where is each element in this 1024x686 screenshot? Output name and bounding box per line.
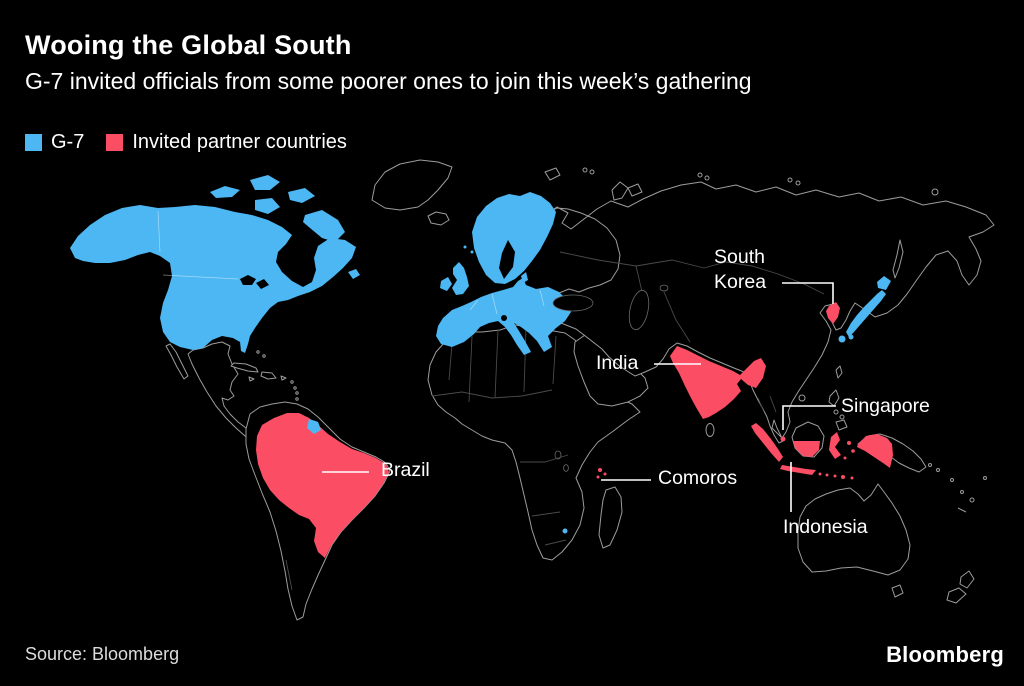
map-label-south-korea: South Korea [714,246,767,293]
region-tasmania [891,584,904,598]
invited-color-swatch [106,134,124,151]
region-greenland [371,159,453,211]
region-comoros-dot [598,468,602,472]
region-sulawesi [829,432,841,459]
region-hispaniola [260,371,277,380]
leader-singapore [782,405,836,430]
bloomberg-logo: Bloomberg [886,642,1004,667]
region-iceland [427,211,450,226]
source-credit: Source: Bloomberg [25,644,180,664]
legend: G-7 Invited partner countries [25,131,347,154]
region-kalimantan [793,441,820,457]
region-uk [452,262,469,295]
leader-south-korea [782,282,834,304]
region-south-korea [826,302,840,324]
map-label-indonesia: Indonesia [783,516,868,538]
black-sea [552,294,594,312]
region-madagascar [598,486,623,549]
legend-item-g7: G-7 [25,131,84,154]
region-newfoundland [348,269,360,279]
region-taiwan [835,365,843,379]
page-title: Wooing the Global South [25,30,352,60]
region-mexico-central-america [187,341,258,442]
map-label-india: India [596,352,639,374]
region-japan [846,290,886,337]
region-eurasia [536,181,995,444]
caspian-sea [628,289,650,331]
region-cuba [230,362,259,373]
region-sri-lanka [705,423,715,437]
region-denmark [521,272,528,283]
legend-label-invited: Invited partner countries [132,131,347,153]
region-new-zealand [959,570,975,589]
legend-item-invited: Invited partner countries [106,131,347,154]
region-eswatini-dot [562,528,568,534]
region-brazil [256,413,389,558]
region-north-america [70,205,356,353]
region-puerto-rico [280,375,287,381]
region-scandinavia [472,192,556,284]
region-java [780,465,816,475]
legend-label-g7: G-7 [51,131,85,153]
region-jamaica [248,376,255,382]
region-sumatra [751,423,783,462]
map-label-singapore: Singapore [841,395,930,417]
region-australia [797,483,911,576]
g7-color-swatch [25,134,42,151]
region-ireland [440,277,452,291]
region-singapore-dot [780,436,786,442]
map-label-brazil: Brazil [381,459,430,481]
region-baja [165,343,189,380]
region-hainan [798,394,806,402]
map-label-comoros: Comoros [658,467,738,489]
aral-sea [659,284,669,292]
region-sakhalin [892,239,904,279]
page-subtitle: G-7 invited officials from some poorer o… [25,68,752,94]
region-west-papua [857,434,893,468]
region-philippines [828,389,840,407]
